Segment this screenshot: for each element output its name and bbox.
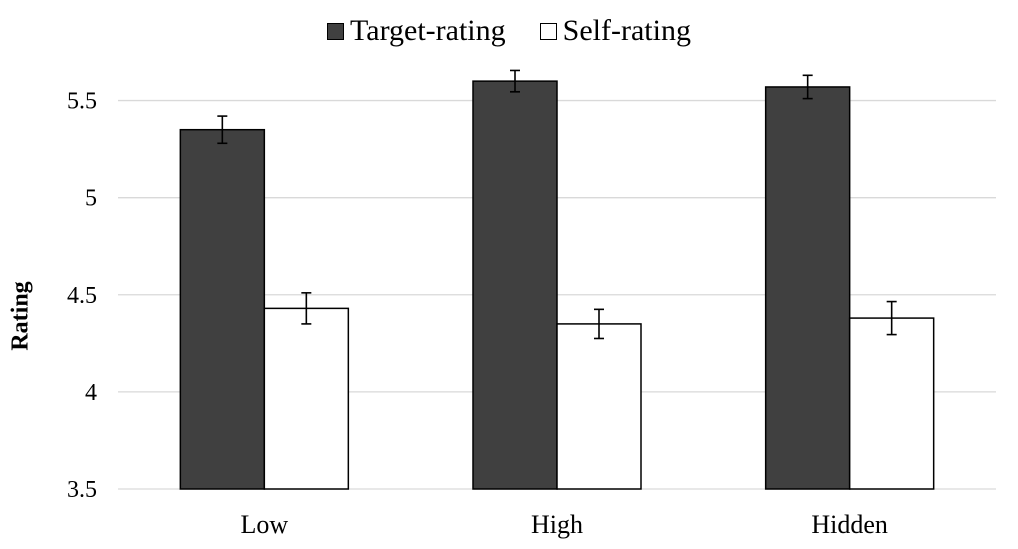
y-axis-label: Rating	[7, 281, 34, 351]
bar-target-rating-hidden	[764, 86, 851, 490]
legend: Target-rating Self-rating	[0, 14, 1018, 48]
bar-target-rating-low	[179, 128, 266, 490]
y-axis-ticks: 3.5 4 4.5 5 5.5	[67, 89, 97, 503]
legend-swatch-target-rating	[327, 22, 345, 40]
x-tick-label: Low	[240, 510, 288, 539]
y-tick-label: 4.5	[67, 283, 97, 309]
bar-self-rating-low	[263, 307, 350, 490]
bar-self-rating-high	[556, 323, 642, 490]
bars	[179, 80, 935, 490]
bar-target-rating-high	[472, 80, 558, 490]
legend-item-target-rating: Target-rating	[327, 14, 506, 48]
legend-label-target-rating: Target-rating	[350, 14, 506, 47]
legend-label-self-rating: Self-rating	[562, 14, 691, 47]
y-tick-label: 5.5	[67, 89, 97, 115]
legend-item-self-rating: Self-rating	[539, 14, 691, 48]
error-bars	[217, 69, 897, 340]
x-tick-label: High	[531, 510, 583, 539]
y-tick-label: 4	[85, 380, 97, 406]
y-tick-label: 3.5	[67, 477, 97, 503]
x-tick-label: Hidden	[811, 510, 888, 539]
bar-self-rating-hidden	[848, 317, 935, 490]
y-tick-label: 5	[85, 186, 97, 212]
x-axis-ticks: Low High Hidden	[240, 510, 887, 539]
legend-swatch-self-rating	[539, 22, 557, 40]
